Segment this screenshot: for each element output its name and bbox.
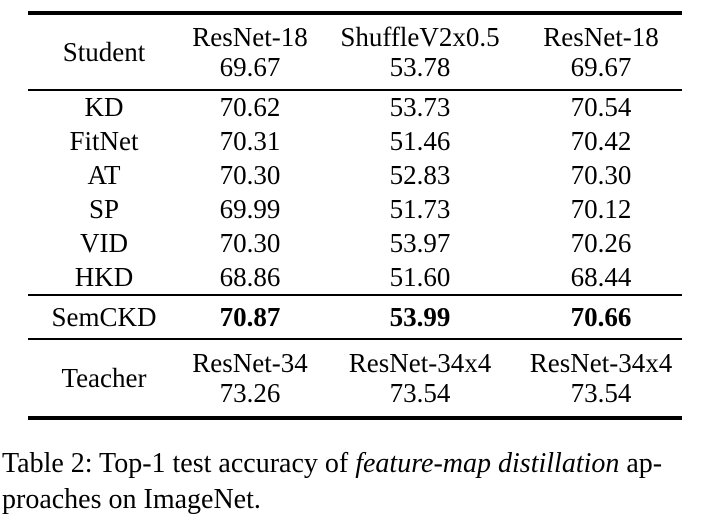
teacher-row: Teacher ResNet-34 73.26 ResNet-34x4 73.5…: [28, 340, 682, 416]
accuracy-value: 51.60: [389, 261, 451, 292]
accuracy-value: 51.46: [389, 126, 451, 157]
teacher-col-1: ResNet-34 73.26: [180, 348, 320, 408]
accuracy-value: 70.26: [570, 227, 632, 258]
student-model-1: ResNet-18: [192, 22, 308, 52]
caption-line-1: Table 2: Top-1 test accuracy of feature-…: [2, 446, 725, 482]
accuracy-value: 70.62: [219, 92, 281, 123]
student-accuracy-1: 69.67: [219, 52, 281, 82]
accuracy-value-bold: 53.99: [389, 301, 451, 332]
accuracy-value-bold: 70.66: [570, 301, 632, 332]
student-col-1: ResNet-18 69.67: [180, 22, 320, 82]
teacher-accuracy-1: 73.26: [219, 378, 281, 408]
student-accuracy-3: 69.67: [570, 52, 632, 82]
teacher-accuracy-2: 73.54: [389, 378, 451, 408]
student-header-row: Student ResNet-18 69.67 ShuffleV2x0.5 53…: [28, 15, 682, 89]
student-accuracy-2: 53.78: [389, 52, 451, 82]
table-caption: Table 2: Top-1 test accuracy of feature-…: [2, 446, 725, 518]
teacher-col-2: ResNet-34x4 73.54: [320, 348, 520, 408]
method-row-vid: VID 70.30 53.97 70.26: [28, 226, 682, 260]
teacher-model-3: ResNet-34x4: [529, 348, 673, 378]
accuracy-value: 69.99: [219, 193, 281, 224]
caption-text: Table 2: Top-1 test accuracy of: [2, 448, 356, 479]
accuracy-value: 70.30: [219, 160, 281, 191]
methods-section: KD 70.62 53.73 70.54 FitNet 70.31 51.46 …: [28, 91, 682, 294]
table-mid-rule-2: [28, 294, 682, 296]
method-name: AT: [87, 160, 121, 191]
accuracy-value: 70.42: [570, 126, 632, 157]
table-top-rule: [28, 11, 682, 15]
accuracy-value: 68.86: [219, 261, 281, 292]
table-mid-rule-3: [28, 338, 682, 340]
student-model-3: ResNet-18: [543, 22, 659, 52]
method-row-hkd: HKD 68.86 51.60 68.44: [28, 260, 682, 294]
accuracy-value: 53.97: [389, 227, 451, 258]
caption-text: ap-: [619, 448, 663, 479]
caption-line-2: proaches on ImageNet.: [2, 484, 261, 515]
caption-emphasis: feature-map distillation: [355, 448, 620, 479]
method-name: SP: [88, 193, 120, 224]
accuracy-value-bold: 70.87: [219, 301, 281, 332]
method-row-fitnet: FitNet 70.31 51.46 70.42: [28, 125, 682, 159]
teacher-model-1: ResNet-34: [192, 348, 308, 378]
method-row-at: AT 70.30 52.83 70.30: [28, 159, 682, 193]
method-name: FitNet: [69, 126, 139, 157]
accuracy-value: 70.30: [570, 160, 632, 191]
accuracy-value: 70.12: [570, 193, 632, 224]
teacher-accuracy-3: 73.54: [570, 378, 632, 408]
method-row-sp: SP 69.99 51.73 70.12: [28, 192, 682, 226]
teacher-row-label: Teacher: [61, 362, 147, 393]
teacher-model-2: ResNet-34x4: [348, 348, 492, 378]
student-model-2: ShuffleV2x0.5: [340, 22, 500, 52]
accuracy-value: 53.73: [389, 92, 451, 123]
accuracy-value: 51.73: [389, 193, 451, 224]
accuracy-value: 70.54: [570, 92, 632, 123]
accuracy-value: 70.31: [219, 126, 281, 157]
teacher-col-3: ResNet-34x4 73.54: [520, 348, 682, 408]
accuracy-value: 68.44: [570, 261, 632, 292]
method-name: KD: [84, 92, 124, 123]
semckd-row: SemCKD 70.87 53.99 70.66: [28, 296, 682, 338]
accuracy-value: 70.30: [219, 227, 281, 258]
method-name: SemCKD: [51, 301, 157, 332]
student-col-2: ShuffleV2x0.5 53.78: [320, 22, 520, 82]
table-bottom-rule: [28, 416, 682, 420]
method-row-kd: KD 70.62 53.73 70.54: [28, 91, 682, 125]
table-mid-rule-1: [28, 89, 682, 91]
student-col-3: ResNet-18 69.67: [520, 22, 682, 82]
accuracy-value: 52.83: [389, 160, 451, 191]
method-name: VID: [80, 227, 128, 258]
results-table: Student ResNet-18 69.67 ShuffleV2x0.5 53…: [28, 11, 682, 420]
student-row-label: Student: [62, 36, 146, 67]
method-name: HKD: [74, 261, 134, 292]
